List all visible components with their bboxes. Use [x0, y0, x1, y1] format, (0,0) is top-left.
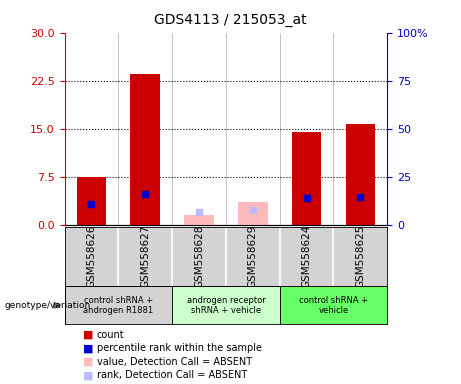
Bar — [65, 286, 172, 324]
Text: genotype/variation: genotype/variation — [5, 301, 91, 310]
Text: control shRNA +
vehicle: control shRNA + vehicle — [299, 296, 368, 315]
Bar — [130, 74, 160, 225]
Text: ■: ■ — [83, 330, 94, 340]
Bar — [238, 202, 267, 225]
Text: control shRNA +
androgen R1881: control shRNA + androgen R1881 — [83, 296, 154, 315]
Text: value, Detection Call = ABSENT: value, Detection Call = ABSENT — [97, 357, 252, 367]
Text: GDS4113 / 215053_at: GDS4113 / 215053_at — [154, 13, 307, 27]
Text: GSM558624: GSM558624 — [301, 225, 312, 288]
Bar — [280, 286, 387, 324]
Text: GSM558629: GSM558629 — [248, 225, 258, 288]
Text: GSM558628: GSM558628 — [194, 225, 204, 288]
Text: count: count — [97, 330, 124, 340]
Text: GSM558626: GSM558626 — [86, 225, 96, 288]
Text: GSM558625: GSM558625 — [355, 225, 366, 288]
Bar — [172, 286, 280, 324]
Text: androgen receptor
shRNA + vehicle: androgen receptor shRNA + vehicle — [187, 296, 265, 315]
Bar — [346, 124, 375, 225]
Bar — [292, 132, 321, 225]
Text: ■: ■ — [83, 357, 94, 367]
Text: GSM558627: GSM558627 — [140, 225, 150, 288]
Text: percentile rank within the sample: percentile rank within the sample — [97, 343, 262, 353]
Text: ■: ■ — [83, 370, 94, 380]
Text: ■: ■ — [83, 343, 94, 353]
Bar — [77, 177, 106, 225]
Text: rank, Detection Call = ABSENT: rank, Detection Call = ABSENT — [97, 370, 247, 380]
Bar — [184, 215, 214, 225]
